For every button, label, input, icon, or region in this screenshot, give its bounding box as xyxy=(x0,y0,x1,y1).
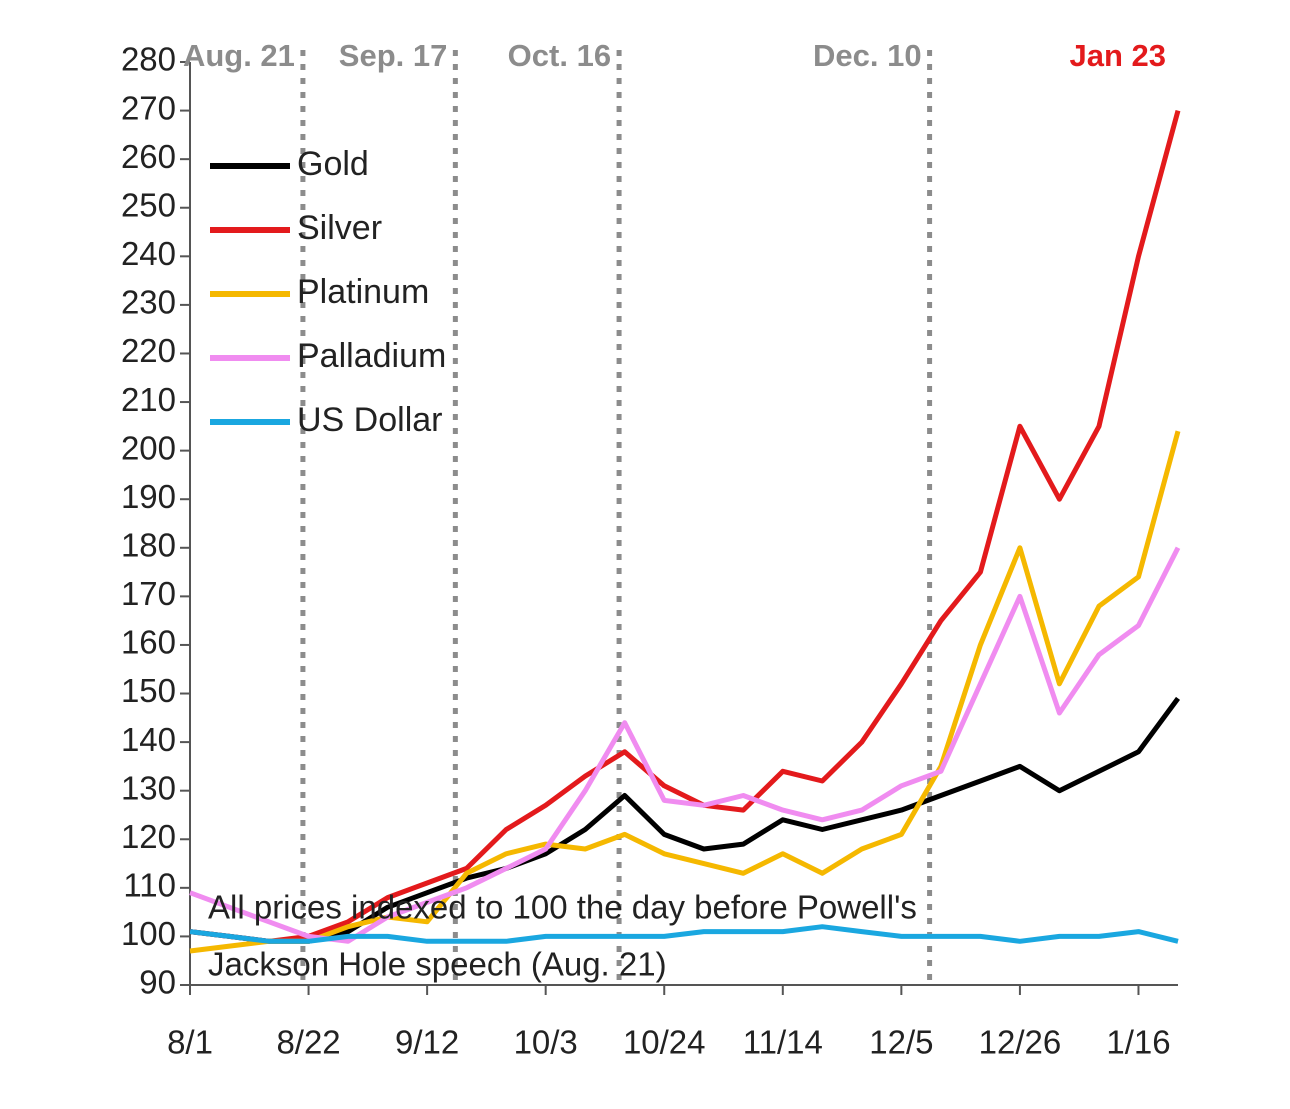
y-tick-label: 190 xyxy=(121,478,176,515)
x-tick-label: 12/26 xyxy=(979,1024,1062,1061)
y-tick-label: 260 xyxy=(121,138,176,175)
x-tick-label: 8/1 xyxy=(167,1024,213,1061)
x-tick-label: 1/16 xyxy=(1106,1024,1170,1061)
y-tick-label: 150 xyxy=(121,672,176,709)
x-tick-label: 10/24 xyxy=(623,1024,706,1061)
x-tick-label: 8/22 xyxy=(276,1024,340,1061)
x-tick-label: 10/3 xyxy=(514,1024,578,1061)
y-tick-label: 140 xyxy=(121,721,176,758)
y-tick-label: 90 xyxy=(139,964,176,1001)
y-tick-label: 270 xyxy=(121,89,176,126)
y-tick-label: 250 xyxy=(121,186,176,223)
y-tick-label: 200 xyxy=(121,429,176,466)
y-tick-label: 170 xyxy=(121,575,176,612)
series-line xyxy=(189,109,1181,944)
y-tick-label: 160 xyxy=(121,624,176,661)
series-line xyxy=(189,924,1179,944)
y-tick-label: 100 xyxy=(121,915,176,952)
series-line xyxy=(189,430,1181,954)
y-tick-label: 220 xyxy=(121,332,176,369)
event-label: Sep. 17 xyxy=(339,38,448,73)
legend-label: Platinum xyxy=(297,273,429,311)
event-label: Jan 23 xyxy=(1069,38,1166,73)
event-label: Dec. 10 xyxy=(813,38,922,73)
x-tick-label: 9/12 xyxy=(395,1024,459,1061)
y-tick-label: 130 xyxy=(121,769,176,806)
y-tick-label: 280 xyxy=(121,41,176,78)
event-label: Oct. 16 xyxy=(508,38,611,73)
legend-label: Silver xyxy=(297,209,382,247)
y-tick-label: 180 xyxy=(121,527,176,564)
series-line xyxy=(189,546,1181,944)
x-tick-label: 11/14 xyxy=(743,1024,823,1061)
note: Jackson Hole speech (Aug. 21) xyxy=(208,946,667,983)
y-tick-label: 120 xyxy=(121,818,176,855)
y-tick-label: 230 xyxy=(121,284,176,321)
legend-label: US Dollar xyxy=(297,401,442,439)
legend-label: Palladium xyxy=(297,337,446,375)
x-tick-label: 12/5 xyxy=(869,1024,933,1061)
y-tick-label: 240 xyxy=(121,235,176,272)
y-tick-label: 210 xyxy=(121,381,176,418)
legend-label: Gold xyxy=(297,145,369,183)
event-label: Aug. 21 xyxy=(183,38,295,73)
y-tick-label: 110 xyxy=(123,867,176,904)
note: All prices indexed to 100 the day before… xyxy=(208,889,917,926)
